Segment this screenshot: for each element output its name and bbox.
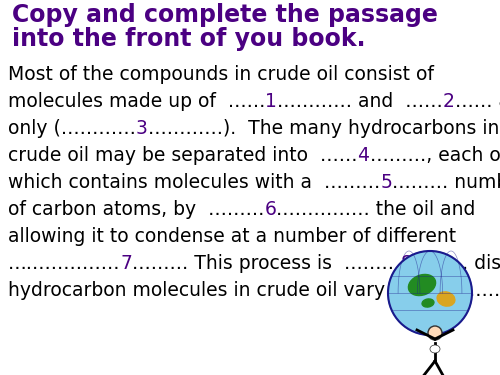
Text: only (…………: only (………… xyxy=(8,119,136,138)
Text: ……… This process is  ………: ……… This process is ……… xyxy=(132,254,400,273)
Text: 2: 2 xyxy=(443,92,455,111)
Text: Copy and complete the passage: Copy and complete the passage xyxy=(12,3,438,27)
Circle shape xyxy=(388,251,472,335)
Text: 7: 7 xyxy=(120,254,132,273)
Text: ………… and  ……: ………… and …… xyxy=(277,92,443,111)
Ellipse shape xyxy=(430,345,440,353)
Text: which contains molecules with a  ………: which contains molecules with a ……… xyxy=(8,173,380,192)
Ellipse shape xyxy=(437,292,455,306)
Text: Most of the compounds in crude oil consist of: Most of the compounds in crude oil consi… xyxy=(8,65,434,84)
Text: into the front of you book.: into the front of you book. xyxy=(12,27,366,51)
Text: ………, each of: ………, each of xyxy=(370,146,500,165)
Text: molecules made up of  ……: molecules made up of …… xyxy=(8,92,266,111)
Text: crude oil may be separated into  ……: crude oil may be separated into …… xyxy=(8,146,358,165)
Text: …… atoms: …… atoms xyxy=(455,92,500,111)
Circle shape xyxy=(428,326,442,340)
Text: ………………: ……………… xyxy=(8,254,120,273)
Text: allowing it to condense at a number of different: allowing it to condense at a number of d… xyxy=(8,227,456,246)
Text: …………: ………… xyxy=(445,281,500,300)
Text: ……… distillation. The: ……… distillation. The xyxy=(412,254,500,273)
Text: 9: 9 xyxy=(433,281,445,300)
Text: 8: 8 xyxy=(400,254,412,273)
Text: of carbon atoms, by  ………: of carbon atoms, by ……… xyxy=(8,200,264,219)
Text: 6: 6 xyxy=(264,200,276,219)
Text: ……… number: ……… number xyxy=(392,173,500,192)
Ellipse shape xyxy=(408,274,436,296)
Text: 5: 5 xyxy=(380,173,392,192)
Text: …………… the oil and: …………… the oil and xyxy=(276,200,475,219)
Text: …………).  The many hydrocarbons in: …………). The many hydrocarbons in xyxy=(148,119,499,138)
Ellipse shape xyxy=(422,299,434,307)
Text: hydrocarbon molecules in crude oil vary in …: hydrocarbon molecules in crude oil vary … xyxy=(8,281,433,300)
Text: 1: 1 xyxy=(266,92,277,111)
Text: 4: 4 xyxy=(358,146,370,165)
Text: 3: 3 xyxy=(136,119,148,138)
